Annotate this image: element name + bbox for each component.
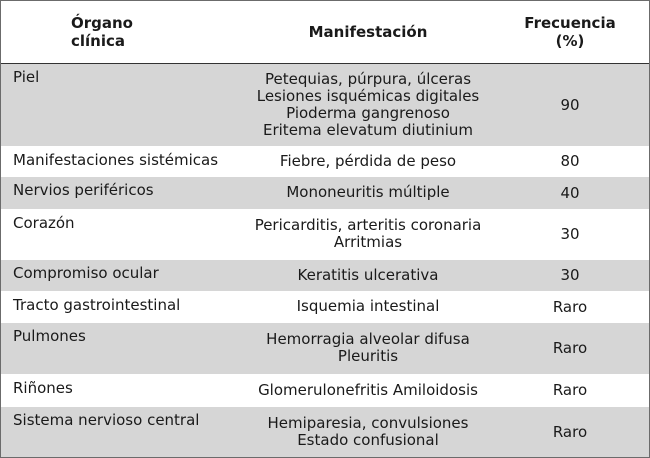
organ-cell: Piel (1, 62, 245, 146)
table-row: Pulmones Hemorragia alveolar difusa Pleu… (1, 321, 649, 374)
header-frequency: Frecuencia (%) (491, 1, 649, 64)
organ-cell: Manifestaciones sistémicas (1, 145, 245, 176)
table-row: Compromiso ocular Keratitis ulcerativa 3… (1, 258, 649, 291)
manifestation-line: Isquemia intestinal (296, 297, 440, 315)
manifestation-line: Arritmias (333, 233, 403, 251)
frequency-cell: 30 (491, 258, 649, 291)
organ-cell: Compromiso ocular (1, 258, 245, 291)
table-row: Nervios periféricos Mononeuritis múltipl… (1, 175, 649, 209)
organ-cell: Sistema nervioso central (1, 405, 245, 457)
manifestation-line: Hemorragia alveolar difusa (266, 330, 470, 348)
manifestation-line: Pioderma gangrenoso (286, 103, 450, 122)
organ-cell: Corazón (1, 208, 245, 259)
header-frequency-line2: (%) (555, 31, 585, 50)
manifestation-cell: Fiebre, pérdida de peso (245, 145, 491, 176)
manifestation-line: Pleuritis (337, 347, 399, 365)
table-row: Tracto gastrointestinal Isquemia intesti… (1, 290, 649, 322)
frequency-cell: 30 (491, 208, 649, 259)
manifestation-line: Hemiparesia, convulsiones (267, 413, 469, 432)
header-organ-line2: clínica (71, 31, 126, 50)
frequency-cell: 40 (491, 175, 649, 209)
table-row: Piel Petequias, púrpura, úlceras Lesione… (1, 62, 649, 146)
manifestation-cell: Petequias, púrpura, úlceras Lesiones isq… (245, 62, 491, 146)
manifestation-line: Mononeuritis múltiple (286, 183, 450, 201)
frequency-cell: Raro (491, 373, 649, 406)
header-manifestation: Manifestación (245, 1, 491, 64)
manifestation-cell: Keratitis ulcerativa (245, 258, 491, 291)
manifestation-line: Keratitis ulcerativa (297, 265, 439, 284)
header-organ: Órgano clínica (1, 1, 245, 64)
manifestation-line: Estado confusional (297, 430, 439, 449)
manifestation-line: Lesiones isquémicas digitales (256, 86, 480, 105)
manifestation-line: Eritema elevatum diutinium (263, 120, 473, 139)
frequency-cell: 80 (491, 145, 649, 176)
manifestation-cell: Pericarditis, arteritis coronaria Arritm… (245, 208, 491, 259)
table-row: Manifestaciones sistémicas Fiebre, pérdi… (1, 145, 649, 176)
frequency-cell: Raro (491, 405, 649, 457)
table-row: Corazón Pericarditis, arteritis coronari… (1, 208, 649, 259)
manifestation-cell: Isquemia intestinal (245, 290, 491, 322)
manifestation-cell: Hemiparesia, convulsiones Estado confusi… (245, 405, 491, 457)
frequency-cell: Raro (491, 290, 649, 322)
manifestation-cell: Glomerulonefritis Amiloidosis (245, 373, 491, 406)
organ-cell: Riñones (1, 373, 245, 406)
frequency-cell: Raro (491, 321, 649, 374)
header-frequency-line1: Frecuencia (524, 13, 616, 32)
table-header: Órgano clínica Manifestación Frecuencia … (1, 1, 649, 64)
header-row: Órgano clínica Manifestación Frecuencia … (1, 1, 649, 64)
table-body: Piel Petequias, púrpura, úlceras Lesione… (1, 62, 649, 457)
manifestation-line: Fiebre, pérdida de peso (279, 151, 457, 170)
manifestation-cell: Mononeuritis múltiple (245, 175, 491, 209)
header-organ-line1: Órgano (71, 13, 133, 32)
table-row: Sistema nervioso central Hemiparesia, co… (1, 405, 649, 457)
manifestation-line: Pericarditis, arteritis coronaria (254, 216, 482, 234)
frequency-cell: 90 (491, 62, 649, 146)
organ-cell: Pulmones (1, 321, 245, 374)
manifestation-line: Petequias, púrpura, úlceras (264, 69, 472, 88)
organ-cell: Nervios periféricos (1, 175, 245, 209)
table-row: Riñones Glomerulonefritis Amiloidosis Ra… (1, 373, 649, 406)
organ-cell: Tracto gastrointestinal (1, 290, 245, 322)
manifestation-line: Glomerulonefritis Amiloidosis (258, 380, 478, 399)
manifestation-cell: Hemorragia alveolar difusa Pleuritis (245, 321, 491, 374)
